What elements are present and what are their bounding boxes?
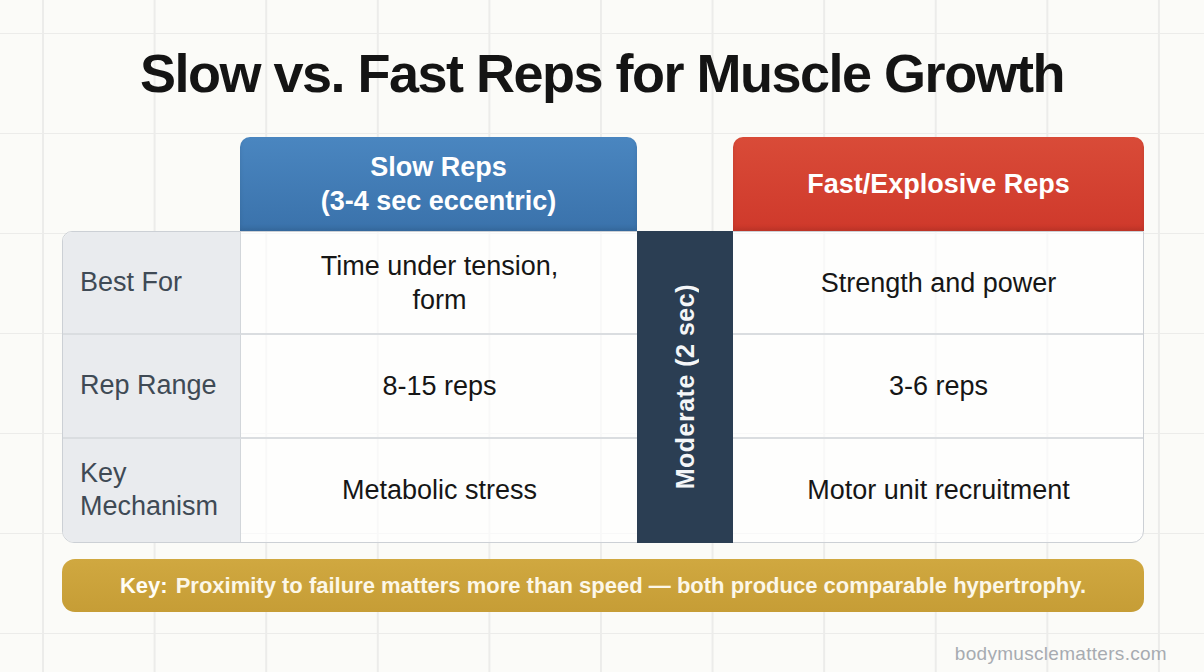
cell-slow-best-for: Time under tension, form (241, 232, 638, 335)
cell-slow-key-mechanism: Metabolic stress (241, 439, 638, 542)
cell-fast-key-mechanism: Motor unit recruitment (734, 439, 1143, 542)
row-label-rep-range: Rep Range (63, 335, 241, 438)
page-title: Slow vs. Fast Reps for Muscle Growth (0, 42, 1204, 104)
column-moderate: Moderate (2 sec) (637, 231, 733, 543)
moderate-column-label: Moderate (2 sec) (671, 284, 700, 489)
row-label-key-mechanism: Key Mechanism (63, 439, 241, 542)
slow-header-line2: (3-4 sec eccentric) (321, 184, 557, 218)
fast-header-label: Fast/Explosive Reps (807, 167, 1070, 201)
key-banner-prefix: Key: (120, 573, 168, 599)
comparison-table: Best For Time under tension, form Streng… (62, 231, 1144, 543)
key-banner: Key: Proximity to failure matters more t… (62, 559, 1144, 612)
cell-fast-best-for: Strength and power (734, 232, 1143, 335)
column-header-fast-reps: Fast/Explosive Reps (733, 137, 1144, 231)
watermark: bodymusclematters.com (955, 643, 1167, 665)
key-banner-text: Proximity to failure matters more than s… (176, 573, 1086, 599)
slow-header-line1: Slow Reps (370, 150, 507, 184)
infographic-canvas: Slow vs. Fast Reps for Muscle Growth Slo… (0, 0, 1204, 672)
column-header-slow-reps: Slow Reps (3-4 sec eccentric) (240, 137, 637, 231)
cell-fast-rep-range: 3-6 reps (734, 335, 1143, 438)
cell-slow-rep-range: 8-15 reps (241, 335, 638, 438)
row-label-best-for: Best For (63, 232, 241, 335)
